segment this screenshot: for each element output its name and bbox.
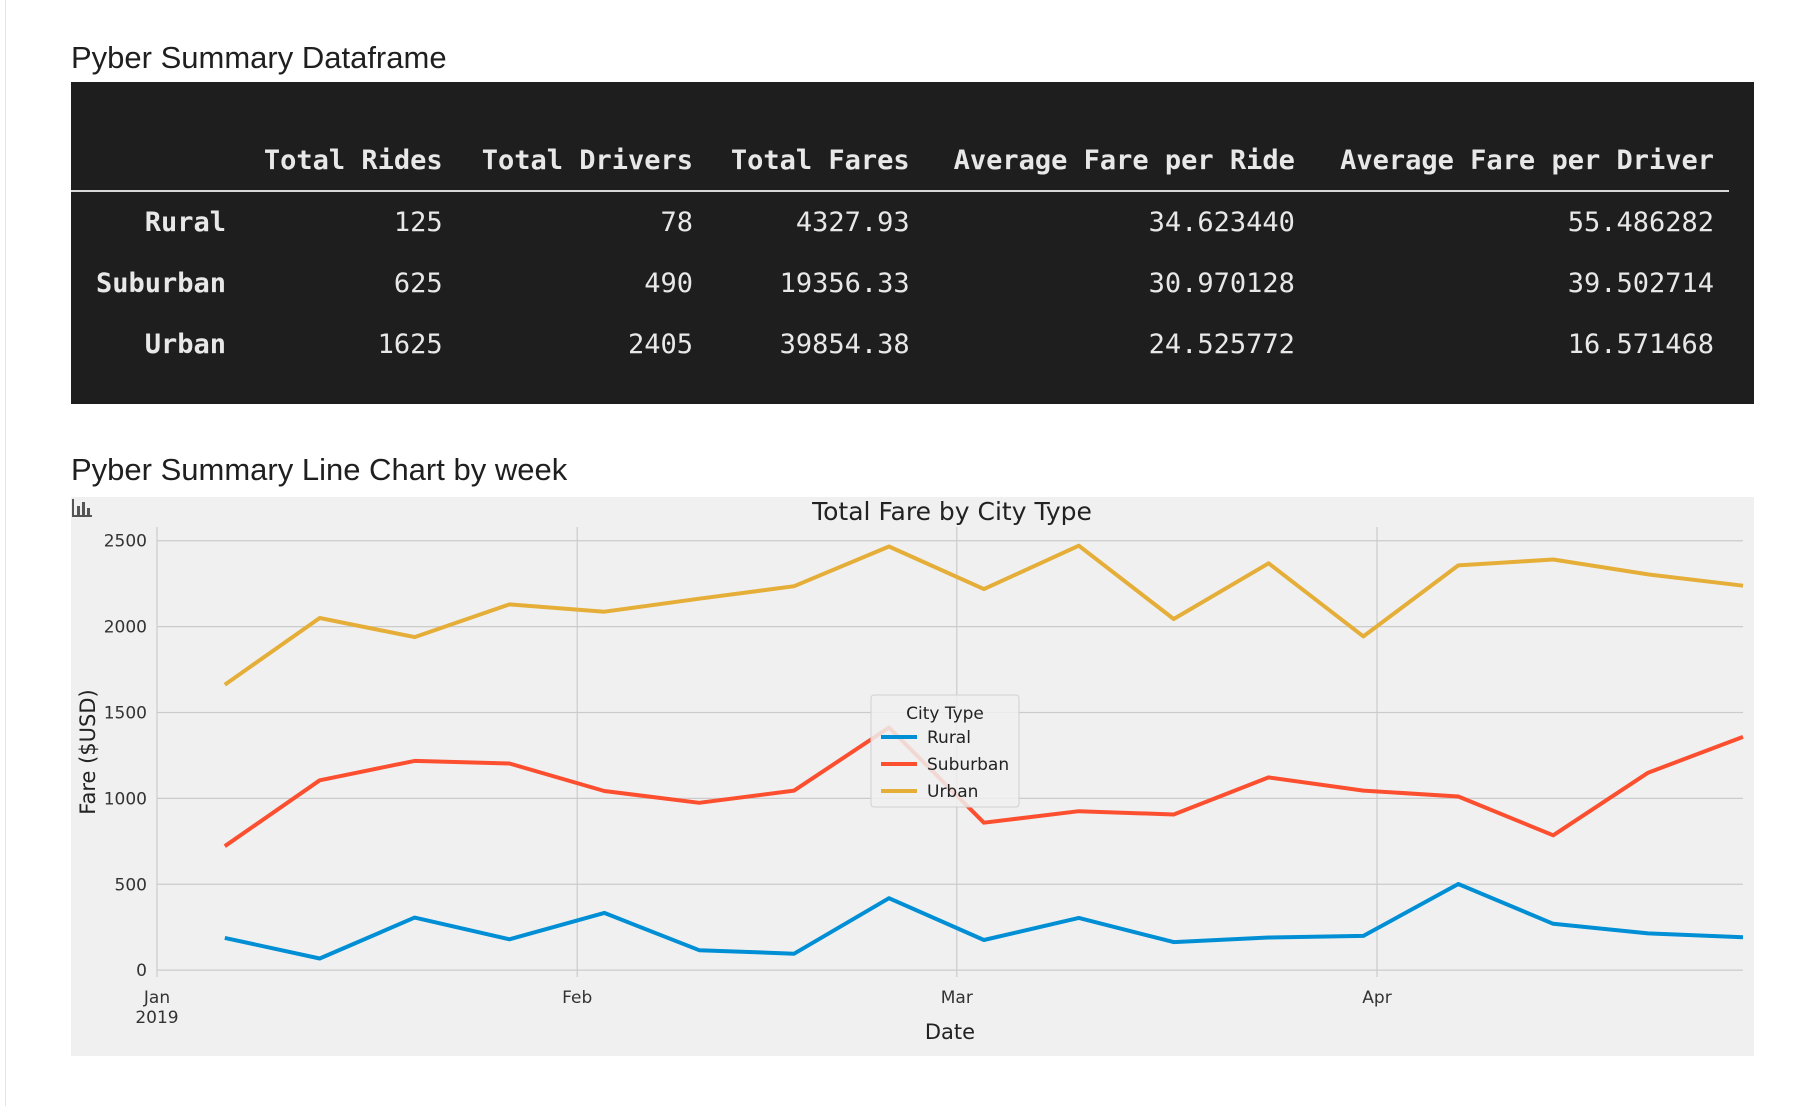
column-header: Total Rides [263, 144, 443, 176]
table-row: Suburban 625 490 19356.33 30.970128 39.5… [71, 253, 1729, 314]
legend-title: City Type [906, 704, 984, 724]
legend-box [870, 694, 1020, 808]
dataframe-output: Total Rides Total Drivers Total Fares Av… [71, 82, 1754, 404]
y-tick-label: 2500 [104, 532, 147, 552]
notebook-left-border [5, 0, 6, 1106]
series-line-suburban [223, 725, 1744, 848]
series-line-rural [224, 882, 1744, 961]
bar-chart-icon[interactable] [71, 497, 93, 519]
chart-title: Total Fare by City Type [811, 497, 1092, 526]
table-cell: 55.486282 [1567, 207, 1714, 238]
x-tick-label: Apr [1362, 988, 1391, 1008]
table-cell: 39854.38 [779, 329, 910, 360]
table-cell: 39.502714 [1567, 268, 1714, 299]
table-cell: 1625 [377, 329, 443, 360]
table-cell: 16.571468 [1567, 329, 1714, 360]
y-tick-label: 1500 [104, 703, 147, 723]
y-tick-label: 500 [115, 875, 147, 895]
row-label: Suburban [95, 268, 226, 299]
column-header: Total Fares [730, 144, 910, 176]
column-header: Total Drivers [481, 144, 694, 176]
x-axis-label: Date [925, 1020, 975, 1044]
legend-entry: Suburban [927, 755, 1009, 775]
table-cell: 24.525772 [1148, 329, 1295, 360]
x-tick-label: Feb [562, 988, 592, 1008]
table-cell: 34.623440 [1148, 207, 1295, 238]
table-cell: 19356.33 [779, 268, 910, 299]
legend-entry: Rural [927, 728, 971, 748]
column-header: Average Fare per Ride [953, 144, 1295, 176]
y-tick-label: 2000 [104, 618, 147, 638]
dataframe-heading: Pyber Summary Dataframe [71, 40, 447, 75]
table-cell: 625 [393, 268, 443, 299]
y-tick-label: 1000 [104, 789, 147, 809]
row-label: Urban [144, 329, 226, 360]
table-row: Rural 125 78 4327.93 34.623440 55.486282 [71, 191, 1729, 253]
series-line-urban [223, 543, 1744, 687]
x-tick-sublabel: 2019 [135, 1008, 178, 1028]
table-cell: 125 [393, 207, 443, 238]
x-tick-label: Mar [941, 988, 973, 1008]
row-label: Rural [144, 207, 226, 238]
summary-table: Total Rides Total Drivers Total Fares Av… [71, 130, 1729, 375]
table-row: Urban 1625 2405 39854.38 24.525772 16.57… [71, 314, 1729, 375]
table-cell: 2405 [627, 329, 694, 360]
y-axis-label: Fare ($USD) [76, 689, 100, 814]
legend-entry: Urban [927, 782, 978, 802]
column-header: Average Fare per Driver [1340, 144, 1714, 176]
table-cell: 490 [644, 268, 694, 299]
line-chart: 0 500 1000 1500 2000 2500 Jan 2019 Feb Mar Apr Tota… [71, 497, 1754, 1056]
table-cell: 30.970128 [1148, 268, 1295, 299]
table-header-row: Total Rides Total Drivers Total Fares Av… [71, 130, 1729, 191]
table-cell: 78 [660, 207, 694, 238]
y-tick-label: 0 [136, 961, 147, 981]
table-cell: 4327.93 [795, 207, 910, 238]
chart-section-heading: Pyber Summary Line Chart by week [71, 452, 568, 487]
x-tick-label: Jan [143, 988, 170, 1008]
index-header [71, 130, 241, 191]
